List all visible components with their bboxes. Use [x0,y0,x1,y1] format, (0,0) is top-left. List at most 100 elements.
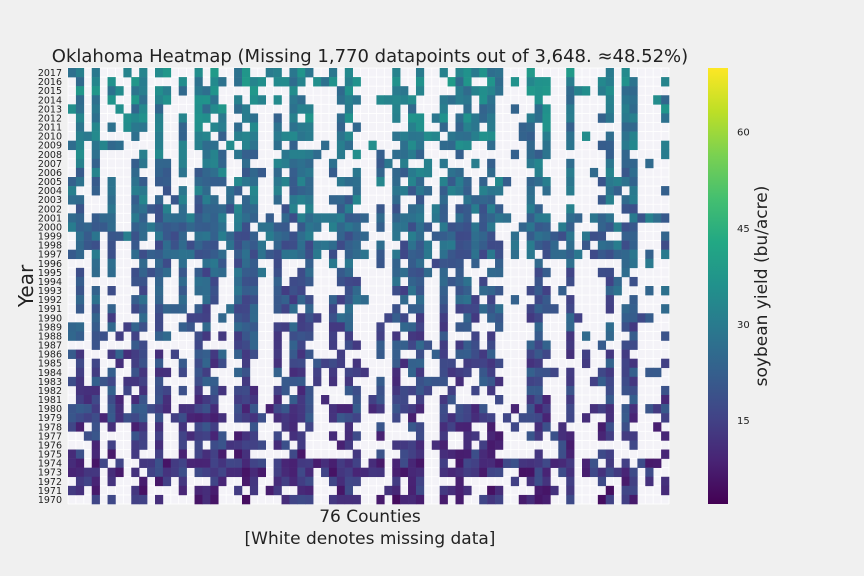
heatmap-cell [613,276,622,287]
heatmap-cell [455,77,464,87]
heatmap-cell [162,467,172,478]
heatmap-cell [344,204,353,214]
heatmap-cell [202,131,211,141]
heatmap-cell [305,467,314,478]
heatmap-cell [257,222,266,232]
heatmap-cell [305,295,314,305]
heatmap-cell [75,458,85,468]
heatmap-cell [241,167,251,178]
heatmap-cell [241,158,251,169]
heatmap-cell [613,249,622,260]
heatmap-cell [202,186,211,196]
heatmap-cell [154,131,164,141]
heatmap-cell [471,449,480,459]
heatmap-cell [621,476,630,487]
heatmap-cell [170,458,180,468]
y-tick-label: 1995 [38,268,62,279]
heatmap-cell [447,249,456,260]
heatmap-cell [629,413,638,423]
heatmap-cell [526,240,535,250]
heatmap-cell [415,304,425,314]
heatmap-cell [202,422,211,432]
heatmap-cell [566,485,575,496]
heatmap-cell [447,186,456,196]
heatmap-cell [131,122,140,132]
heatmap-cell [202,240,211,250]
heatmap-cell [415,313,425,323]
heatmap-cell [384,485,393,496]
heatmap-cell [431,258,440,269]
heatmap-cell [154,231,164,241]
heatmap-cell [471,295,480,305]
heatmap-cell [605,494,614,505]
heatmap-cell [249,258,259,269]
heatmap-cell [194,404,203,414]
heatmap-cell [202,404,211,414]
heatmap-cell [68,349,77,359]
heatmap-cell [194,431,203,441]
heatmap-cell [597,113,607,123]
heatmap-cell [400,131,409,141]
heatmap-cell [653,367,662,378]
heatmap-cell [487,331,496,341]
heatmap-cell [107,440,116,450]
heatmap-cell [162,222,172,232]
heatmap-cell [589,213,599,223]
heatmap-cell [194,222,203,232]
heatmap-cell [289,395,298,405]
heatmap-cell [210,422,219,432]
heatmap-cell [510,104,520,114]
heatmap-cell [487,485,496,496]
heatmap-cell [107,349,116,359]
heatmap-cell [661,304,670,314]
heatmap-cell [83,240,93,250]
heatmap-cell [487,367,496,378]
heatmap-cell [154,313,164,323]
heatmap-cell [241,340,251,350]
heatmap-cell [147,267,156,278]
heatmap-cell [91,258,100,269]
heatmap-cell [170,413,180,423]
heatmap-cell [313,358,322,369]
heatmap-cell [241,476,251,487]
heatmap-cell [534,222,543,232]
heatmap-cell [455,131,464,141]
heatmap-cell [344,140,353,151]
heatmap-cell [463,104,472,114]
heatmap-cell [186,458,195,468]
heatmap-cell [392,149,401,160]
heatmap-cell [344,476,353,487]
heatmap-cell [542,77,551,87]
heatmap-cell [297,231,306,241]
heatmap-cell [463,485,472,496]
heatmap-cell [202,195,211,205]
heatmap-cell [526,304,535,314]
heatmap-cell [75,68,85,78]
heatmap-cell [439,322,448,332]
heatmap-cell [487,449,496,459]
heatmap-cell [241,304,251,314]
heatmap-cell [336,140,346,151]
heatmap-cell [408,358,417,369]
heatmap-cell [328,404,338,414]
heatmap-cell [297,440,306,450]
heatmap-cell [479,358,488,369]
heatmap-cell [68,413,77,423]
heatmap-cell [471,68,480,78]
heatmap-cell [281,422,290,432]
heatmap-cell [281,240,290,250]
heatmap-cell [139,95,148,105]
heatmap-cell [415,449,425,459]
heatmap-cell [661,476,670,487]
heatmap-cell [75,240,85,250]
heatmap-cell [629,195,638,205]
heatmap-cell [629,313,638,323]
y-tick-label: 1971 [38,486,62,497]
heatmap-cell [154,295,164,305]
heatmap-cell [210,195,219,205]
heatmap-cell [178,367,187,378]
heatmap-cell [202,286,211,296]
heatmap-cell [99,331,108,341]
heatmap-cell [131,95,140,105]
y-tick-label: 2011 [38,123,62,134]
